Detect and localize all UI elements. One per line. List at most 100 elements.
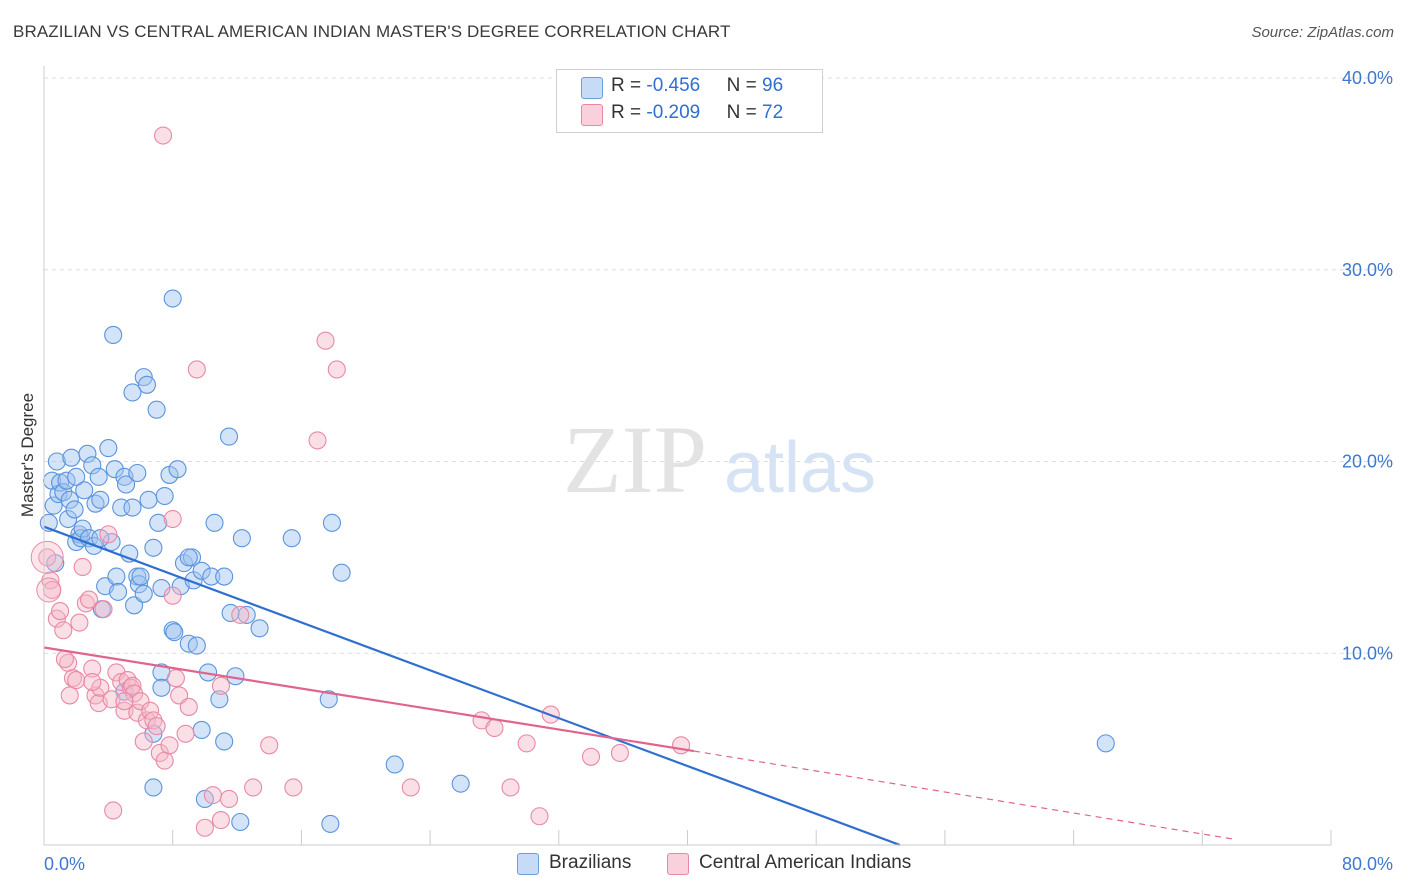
cai-point [137, 711, 157, 730]
trend-lines [43, 525, 1235, 847]
brazilians-point [65, 500, 84, 519]
brazilians-point [332, 563, 351, 582]
brazilians-point [163, 289, 182, 308]
cai-point [179, 697, 198, 716]
cai-point [134, 732, 153, 751]
cai-point [672, 736, 691, 755]
brazilians-point [192, 561, 211, 580]
brazilians-point [107, 567, 126, 586]
legend-n-value: 72 [762, 102, 784, 123]
legend-swatch-cai [581, 104, 603, 126]
cai-point [55, 649, 74, 669]
brazilians-point [219, 427, 239, 446]
cai-point [144, 711, 163, 730]
brazilians-point [451, 774, 470, 793]
cai-point [530, 807, 549, 826]
cai-point [79, 590, 99, 609]
brazilians-point [187, 636, 206, 655]
axes [43, 66, 1332, 846]
source-label: Source: ZipAtlas.com [1251, 24, 1394, 41]
cai-point [163, 586, 182, 605]
cai-point [70, 613, 89, 632]
cai-point [195, 818, 214, 837]
cai-point [231, 605, 250, 624]
brazilians-point [202, 567, 221, 586]
cai-point [219, 789, 239, 809]
cai-point [63, 669, 83, 688]
brazilians-point [116, 475, 136, 494]
cai-point [610, 743, 629, 763]
brazilians-point [322, 513, 342, 532]
legend-r-label: R = [611, 102, 647, 123]
brazilians-point [73, 519, 92, 538]
brazilians-point [215, 567, 234, 586]
cai-point [123, 676, 142, 695]
cai-point [54, 621, 73, 640]
brazilians-point [205, 513, 224, 532]
cai-point [51, 602, 70, 621]
cai-point [308, 431, 327, 450]
brazilians-point [232, 529, 251, 548]
y-tick-label: 40.0% [1342, 68, 1393, 88]
legend-n-value: 96 [762, 75, 784, 96]
cai-point [131, 692, 150, 711]
cai-point [244, 778, 263, 797]
brazilians-trend-line [43, 525, 901, 847]
brazilians-point [78, 444, 97, 463]
cai-point-large [36, 577, 62, 603]
brazilians-point [89, 467, 108, 486]
brazilians-point [155, 486, 174, 506]
brazilians-point [137, 375, 157, 394]
brazilians-point [57, 471, 76, 490]
watermark-atlas: atlas [724, 428, 876, 508]
cai-point [104, 801, 123, 820]
brazilians-point [250, 619, 269, 638]
brazilians-point [54, 483, 73, 502]
brazilians-point [51, 473, 70, 492]
cai-point [83, 659, 102, 678]
brazilians-point [139, 490, 158, 509]
y-tick-label: 30.0% [1342, 260, 1393, 280]
brazilians-point [134, 584, 153, 603]
cai-point [211, 676, 231, 695]
cai-point [115, 692, 134, 711]
gridlines [44, 77, 1393, 654]
brazilians-point [108, 582, 128, 601]
cai-point [517, 734, 536, 753]
legend-r-value: -0.456 [646, 75, 701, 96]
cai-point [284, 778, 303, 797]
cai-point [67, 671, 86, 690]
cai-point [155, 751, 174, 770]
brazilians-point [147, 400, 166, 419]
y-tick-label: 10.0% [1342, 643, 1393, 663]
cai-point [112, 672, 131, 692]
cai-point [203, 786, 222, 805]
cai-point-large [30, 540, 64, 574]
cai-trend-line-extension [693, 750, 1235, 840]
cai-point [187, 360, 206, 379]
cai-point [153, 126, 173, 145]
brazilians-point [104, 325, 123, 344]
cai-point [83, 672, 102, 692]
x-tick-label-right: 80.0% [1342, 854, 1393, 874]
brazilians-point [62, 448, 81, 467]
watermark: ZIP atlas [563, 406, 876, 513]
brazilians-point [44, 496, 63, 515]
y-axis-label: Master's Degree [18, 392, 37, 518]
brazilians-point [75, 481, 94, 500]
cai-point [260, 736, 279, 755]
brazilians-point [60, 490, 79, 509]
cai-point [166, 669, 185, 688]
brazilians-point [59, 509, 78, 529]
legend-n-label: N = [726, 102, 763, 123]
legend-n-label: N = [726, 75, 763, 96]
cai-points [30, 126, 691, 837]
brazilians-point [47, 452, 66, 471]
brazilians-point [179, 548, 198, 567]
cai-point [581, 747, 601, 766]
cai-point [141, 701, 160, 720]
brazilians-point [385, 755, 404, 774]
cai-point [401, 778, 420, 797]
cai-point [176, 724, 195, 743]
legend-r-label: R = [611, 75, 647, 96]
